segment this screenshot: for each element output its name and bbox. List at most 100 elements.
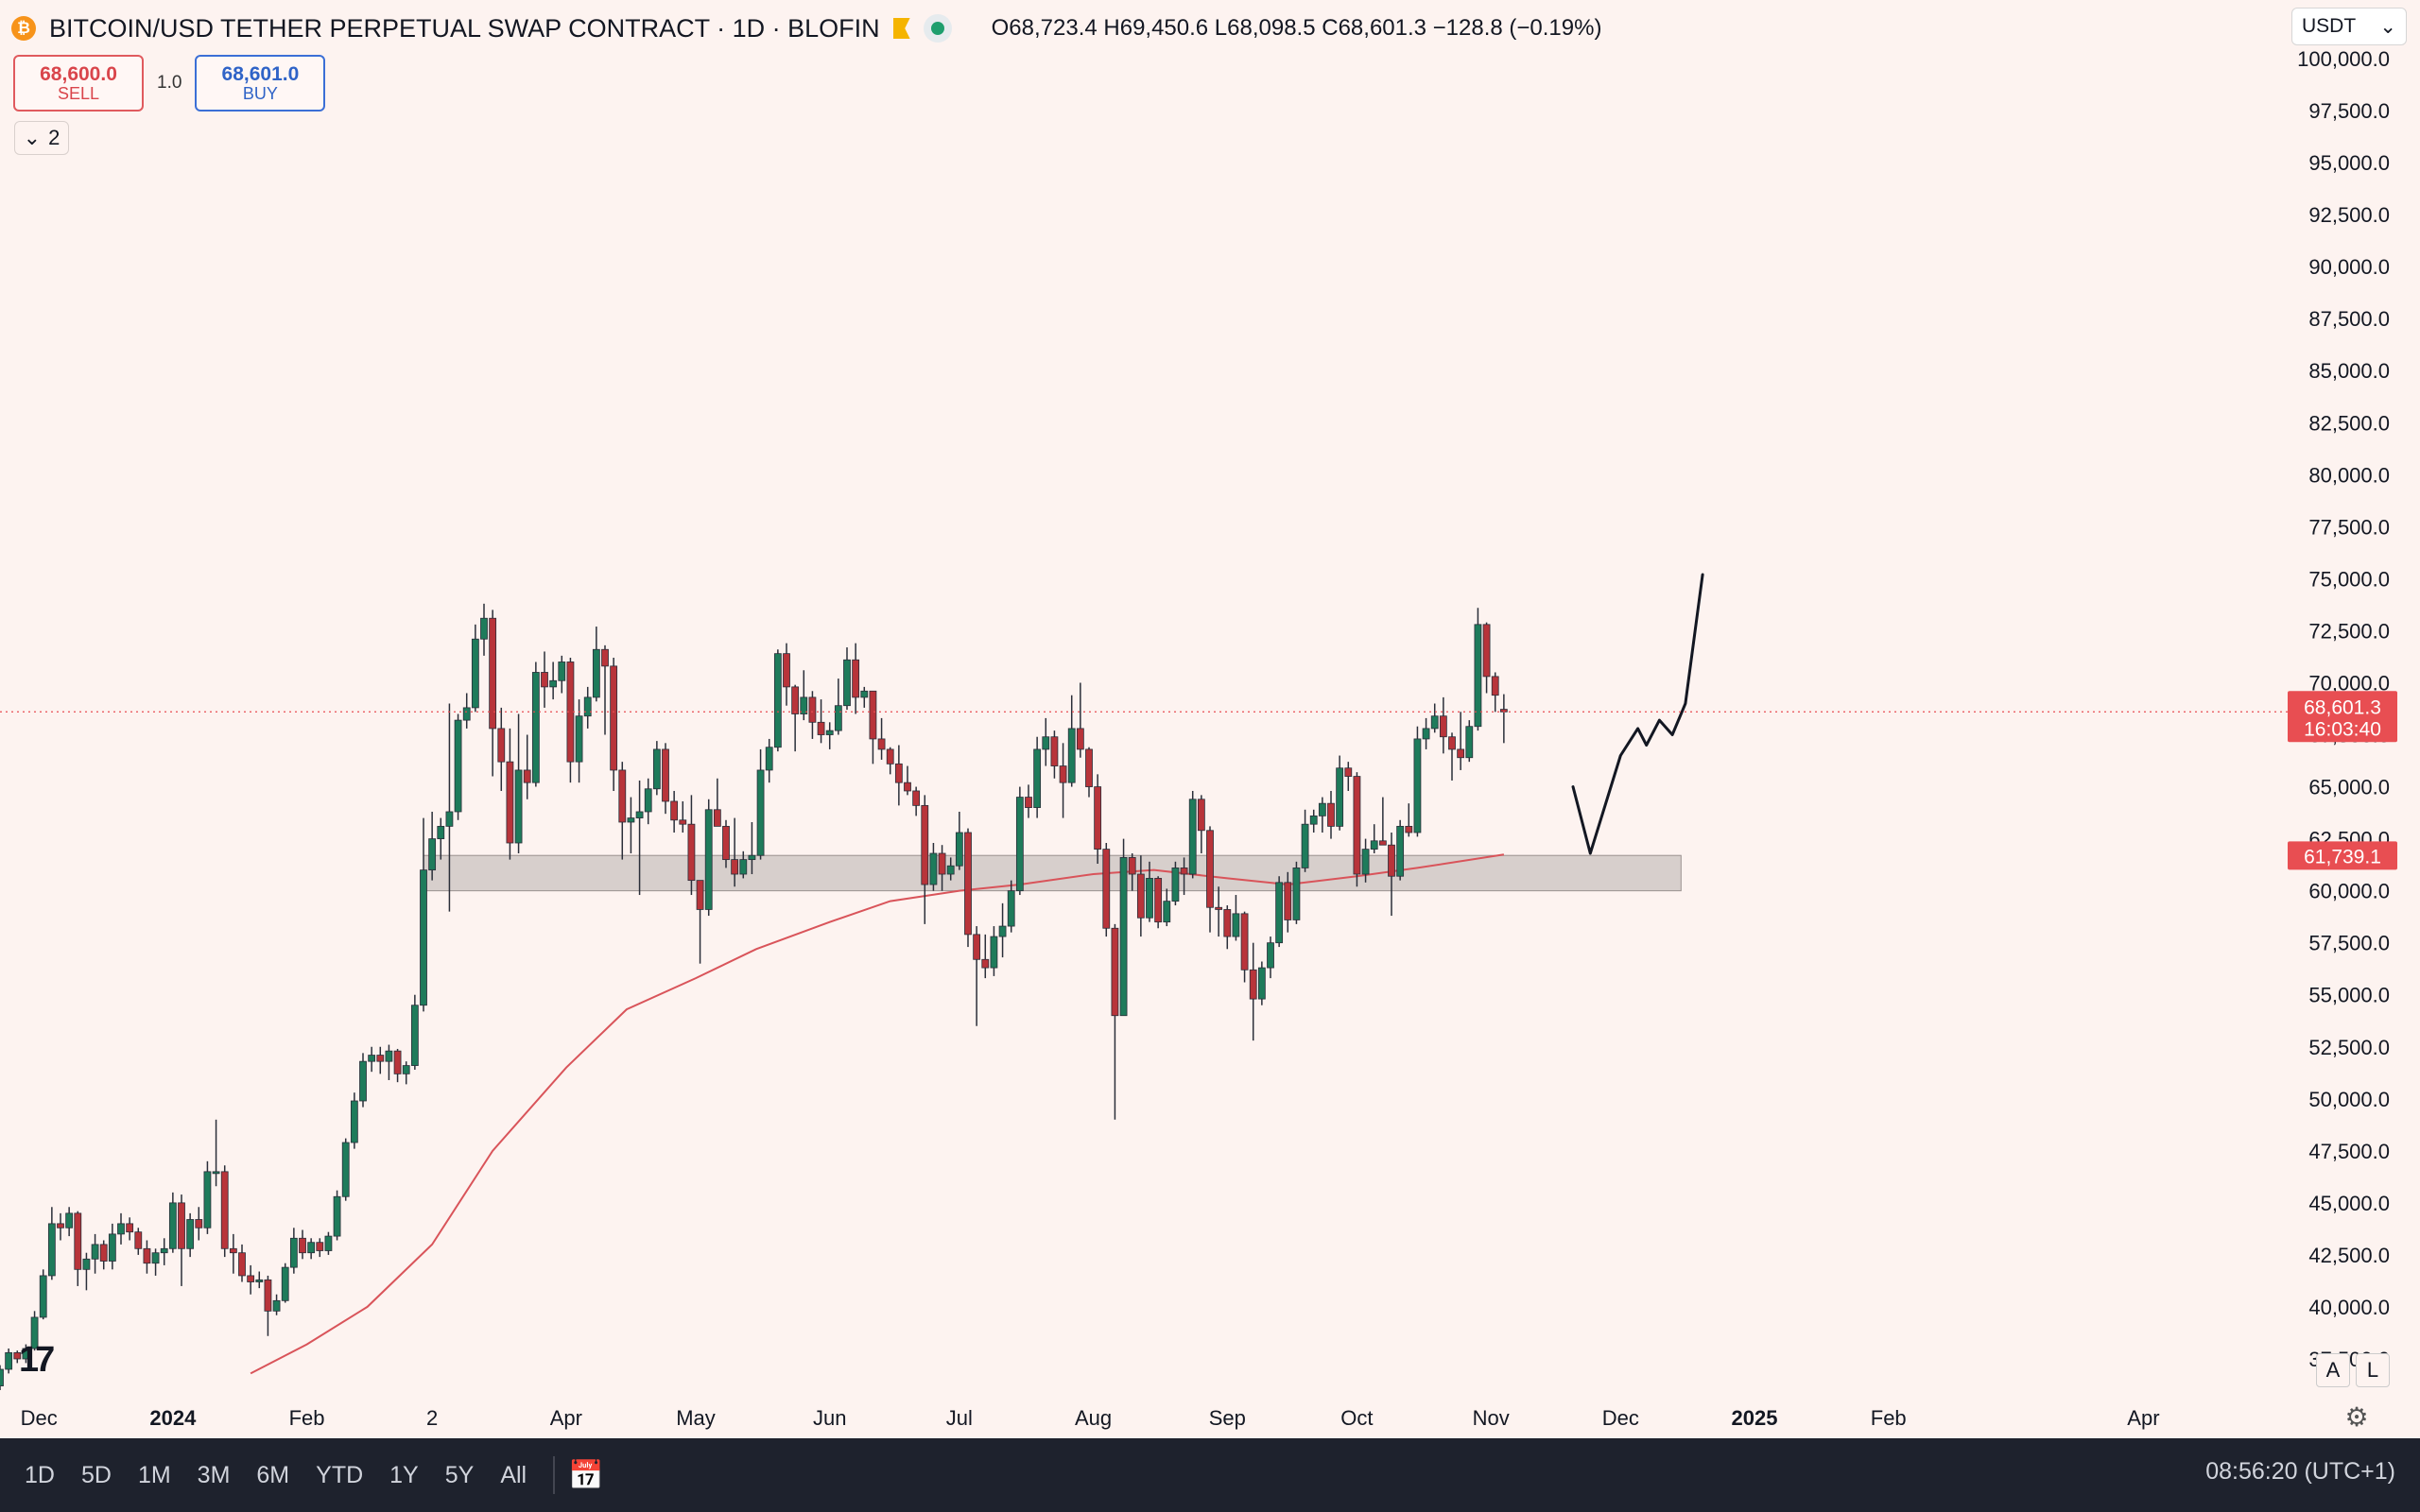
ma-value-badge[interactable]: 61,739.1	[2288, 841, 2397, 870]
projection-drawing[interactable]	[1571, 573, 1704, 855]
candle-body	[220, 1171, 229, 1249]
candle-body	[57, 1223, 64, 1228]
indicators-toggle[interactable]: ⌄ 2	[14, 121, 69, 155]
range-5y[interactable]: 5Y	[444, 1461, 475, 1488]
candle	[99, 1240, 108, 1270]
candle	[506, 728, 514, 860]
auto-scale-button[interactable]: A	[2316, 1353, 2350, 1387]
candle-body	[765, 747, 773, 771]
support-zone[interactable]	[423, 854, 1682, 892]
candle	[255, 1271, 264, 1289]
candle-body	[22, 1348, 30, 1360]
y-tick-label: 72,500.0	[2308, 619, 2390, 643]
order-quantity[interactable]: 1.0	[157, 73, 182, 93]
buy-label: BUY	[242, 83, 278, 103]
candle	[1188, 790, 1197, 879]
last-price-badge-bg	[2288, 691, 2397, 743]
candle	[1171, 861, 1180, 906]
candle-body	[635, 811, 644, 818]
candle	[800, 670, 808, 721]
candle-body	[791, 686, 800, 714]
candle-body	[65, 1212, 74, 1228]
candle-body	[324, 1235, 333, 1251]
y-tick-label: 60,000.0	[2308, 880, 2390, 903]
candle	[65, 1207, 74, 1237]
candle-body	[1370, 840, 1378, 850]
range-3m[interactable]: 3M	[197, 1461, 231, 1488]
candle	[566, 658, 575, 783]
calendar-goto-icon[interactable]: 📅	[568, 1459, 604, 1491]
last-price-badge[interactable]: 68,601.316:03:40	[2288, 691, 2397, 743]
candle-body	[316, 1242, 324, 1251]
candle	[1025, 784, 1032, 818]
candle-body	[47, 1223, 56, 1277]
candle-body	[1275, 882, 1284, 944]
log-scale-button[interactable]: L	[2356, 1353, 2390, 1387]
candle	[30, 1311, 39, 1351]
candle-body	[1015, 797, 1024, 892]
candle	[437, 817, 445, 860]
candle	[843, 647, 851, 711]
candle	[203, 1160, 212, 1234]
candle	[627, 797, 635, 854]
candle	[350, 1092, 358, 1149]
buy-button[interactable]: 68,601.0 BUY	[195, 55, 326, 112]
candle	[523, 734, 531, 799]
candle	[1050, 730, 1059, 779]
candle	[1267, 936, 1274, 979]
candle-body	[808, 696, 817, 723]
candle	[938, 845, 946, 891]
candle	[1491, 672, 1499, 713]
candle	[886, 747, 894, 775]
candle	[57, 1212, 64, 1241]
candle-body	[1215, 906, 1223, 910]
candle-body	[368, 1055, 376, 1062]
market-status-icon[interactable]	[923, 14, 952, 43]
candle	[1067, 695, 1076, 787]
candle-body	[1309, 815, 1318, 825]
candle-body	[1007, 890, 1015, 927]
candle	[1430, 703, 1439, 733]
x-tick-label: Feb	[1871, 1406, 1907, 1430]
symbol-title[interactable]: BITCOIN/USD TETHER PERPETUAL SWAP CONTRA…	[49, 13, 880, 43]
candle	[471, 624, 479, 713]
gear-icon[interactable]: ⚙	[2344, 1401, 2369, 1432]
candle-body	[670, 800, 679, 821]
range-6m[interactable]: 6M	[256, 1461, 290, 1488]
range-all[interactable]: All	[500, 1461, 527, 1488]
candle-body	[126, 1223, 134, 1233]
time-axis[interactable]: Dec 2024 Feb 2 Apr May Jun Jul Aug Sep Oct Nov Dec 20…	[21, 1406, 2160, 1430]
range-5d[interactable]: 5D	[80, 1461, 112, 1488]
y-tick-label: 77,500.0	[2308, 515, 2390, 539]
candle-body	[1042, 736, 1050, 750]
candle	[644, 778, 652, 825]
range-ytd[interactable]: YTD	[316, 1461, 364, 1488]
range-1y[interactable]: 1Y	[389, 1461, 419, 1488]
candle-body	[929, 852, 938, 885]
candle-body	[178, 1202, 185, 1249]
sell-button[interactable]: 68,600.0 SELL	[13, 55, 144, 112]
x-tick-label: Apr	[550, 1406, 582, 1430]
candle	[1085, 747, 1093, 798]
candle	[549, 662, 558, 700]
symbol-header: ₿ BITCOIN/USD TETHER PERPETUAL SWAP CONT…	[11, 9, 1601, 47]
range-1m[interactable]: 1M	[137, 1461, 171, 1488]
candle	[1136, 855, 1145, 937]
candle	[1413, 726, 1422, 837]
currency-select[interactable]: USDT ⌄	[2291, 8, 2407, 45]
candle	[731, 817, 739, 887]
clock-timezone[interactable]: 08:56:20 (UTC+1)	[2205, 1458, 2395, 1485]
candle	[376, 1046, 385, 1074]
candle	[480, 603, 488, 656]
candle-body	[454, 719, 462, 813]
candle	[143, 1240, 151, 1274]
candle	[739, 850, 748, 879]
flag-icon[interactable]	[892, 18, 910, 39]
range-1d[interactable]: 1D	[25, 1461, 55, 1488]
candle-body	[489, 617, 497, 730]
candle	[22, 1344, 30, 1364]
candle-body	[143, 1247, 151, 1264]
candle	[904, 765, 911, 796]
tradingview-logo-icon[interactable]: 17	[19, 1340, 55, 1380]
